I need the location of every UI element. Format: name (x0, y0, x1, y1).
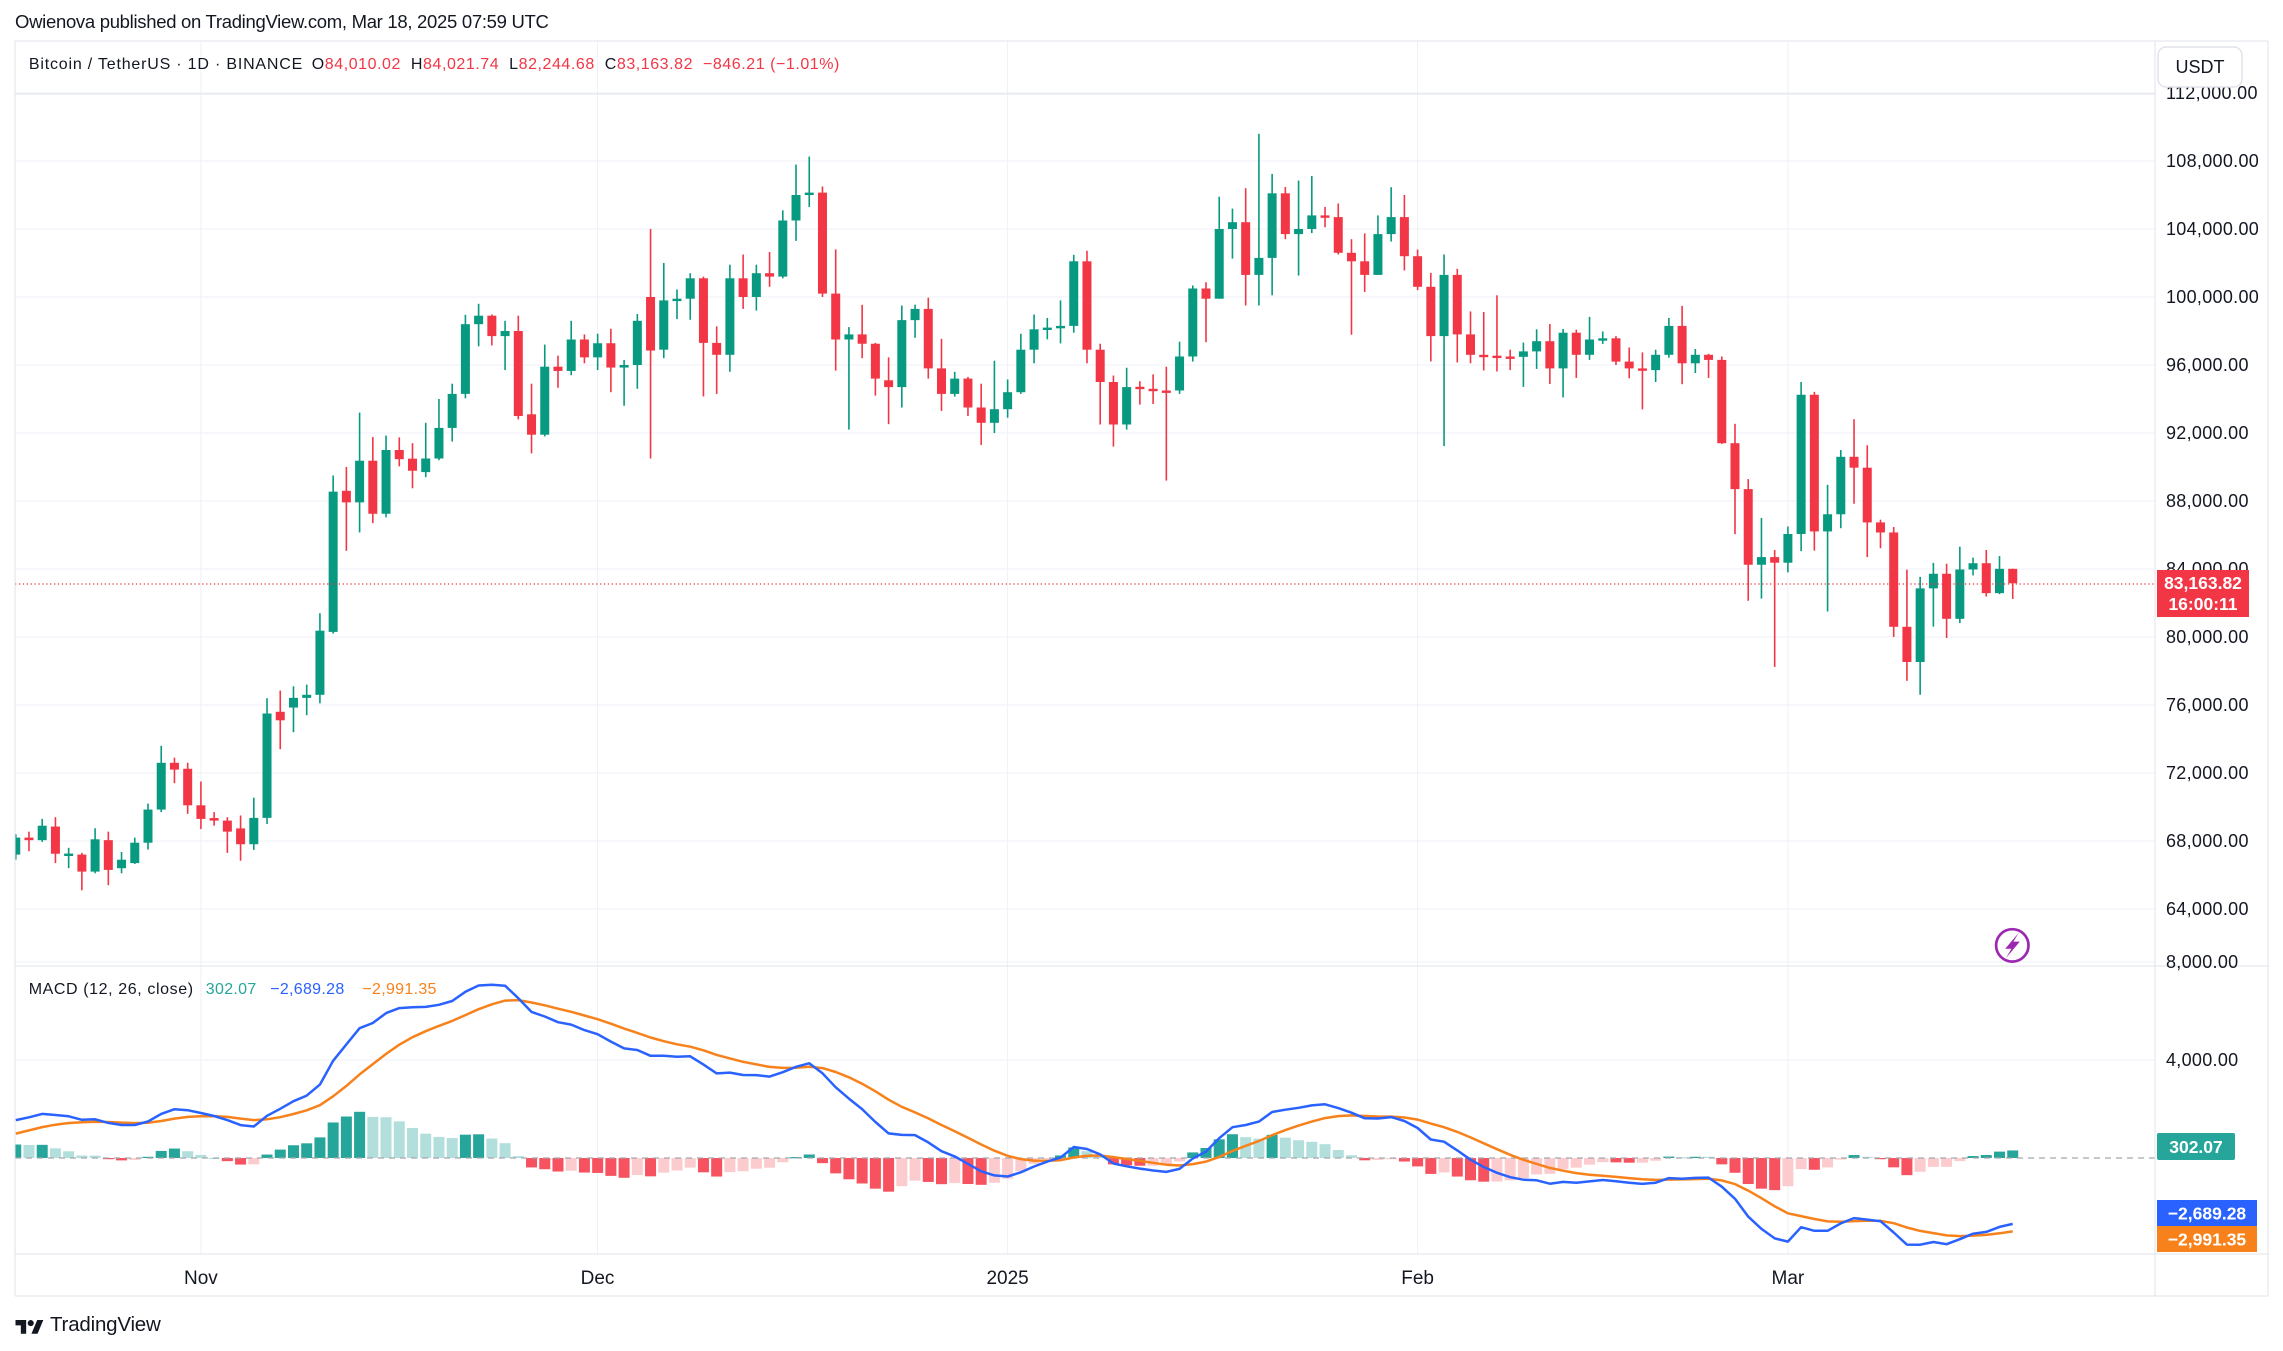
svg-text:2025: 2025 (986, 1268, 1028, 1289)
svg-text:8,000.00: 8,000.00 (2166, 952, 2238, 972)
svg-text:TradingView: TradingView (50, 1313, 161, 1336)
svg-text:64,000.00: 64,000.00 (2166, 899, 2249, 919)
svg-text:−2,689.28: −2,689.28 (270, 981, 344, 998)
svg-text:Feb: Feb (1401, 1268, 1434, 1289)
svg-text:MACD (12, 26, close): MACD (12, 26, close) (29, 981, 194, 998)
svg-text:76,000.00: 76,000.00 (2166, 695, 2249, 715)
svg-text:Owienova published on TradingV: Owienova published on TradingView.com, M… (15, 11, 549, 32)
svg-text:92,000.00: 92,000.00 (2166, 423, 2249, 443)
svg-text:96,000.00: 96,000.00 (2166, 355, 2249, 375)
svg-text:302.07: 302.07 (206, 981, 257, 998)
svg-text:−2,689.28: −2,689.28 (2168, 1204, 2247, 1224)
svg-text:16:00:11: 16:00:11 (2168, 594, 2237, 614)
svg-text:83,163.82: 83,163.82 (2164, 573, 2242, 593)
svg-text:Mar: Mar (1772, 1268, 1805, 1289)
svg-text:−2,991.35: −2,991.35 (2168, 1230, 2247, 1250)
svg-text:302.07: 302.07 (2169, 1137, 2223, 1157)
svg-text:72,000.00: 72,000.00 (2166, 763, 2249, 783)
svg-text:4,000.00: 4,000.00 (2166, 1050, 2238, 1070)
svg-text:104,000.00: 104,000.00 (2166, 219, 2259, 239)
svg-text:−2,991.35: −2,991.35 (362, 981, 436, 998)
svg-text:O84,010.02 H84,021.74 L82,24: O84,010.02 H84,021.74 L82,244.68 C83,163… (312, 56, 840, 73)
svg-text:68,000.00: 68,000.00 (2166, 831, 2249, 851)
svg-text:100,000.00: 100,000.00 (2166, 287, 2259, 307)
svg-text:108,000.00: 108,000.00 (2166, 151, 2259, 171)
svg-text:88,000.00: 88,000.00 (2166, 491, 2249, 511)
svg-text:Nov: Nov (184, 1268, 218, 1289)
svg-text:80,000.00: 80,000.00 (2166, 627, 2249, 647)
svg-text:Dec: Dec (581, 1268, 615, 1289)
svg-text:112,000.00: 112,000.00 (2166, 83, 2258, 103)
svg-text:Bitcoin / TetherUS · 1D · BINA: Bitcoin / TetherUS · 1D · BINANCE (29, 56, 303, 73)
svg-text:USDT: USDT (2176, 57, 2225, 77)
